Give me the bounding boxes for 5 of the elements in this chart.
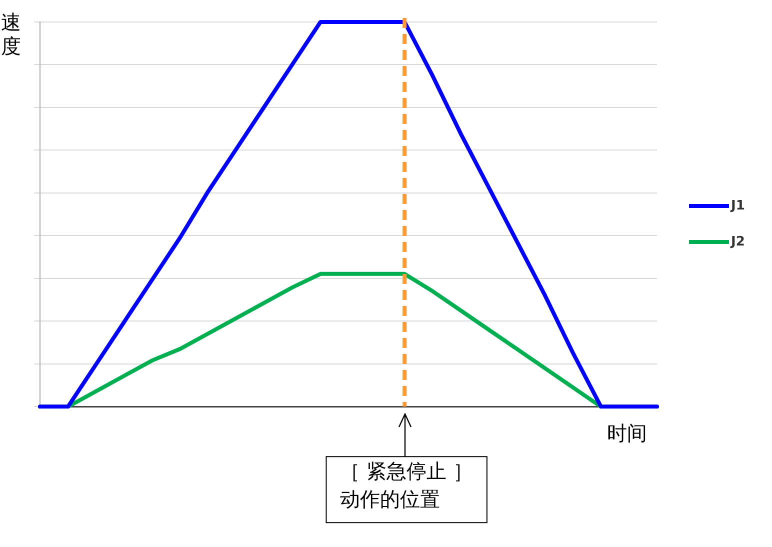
y-axis-title: 速度 — [1, 10, 21, 58]
legend-label: J1 — [730, 198, 745, 214]
x-axis-title: 时间 — [607, 420, 647, 445]
text: ［ 紧急停止 ］动作的位置 — [340, 458, 473, 511]
legend-label: J2 — [730, 234, 745, 250]
